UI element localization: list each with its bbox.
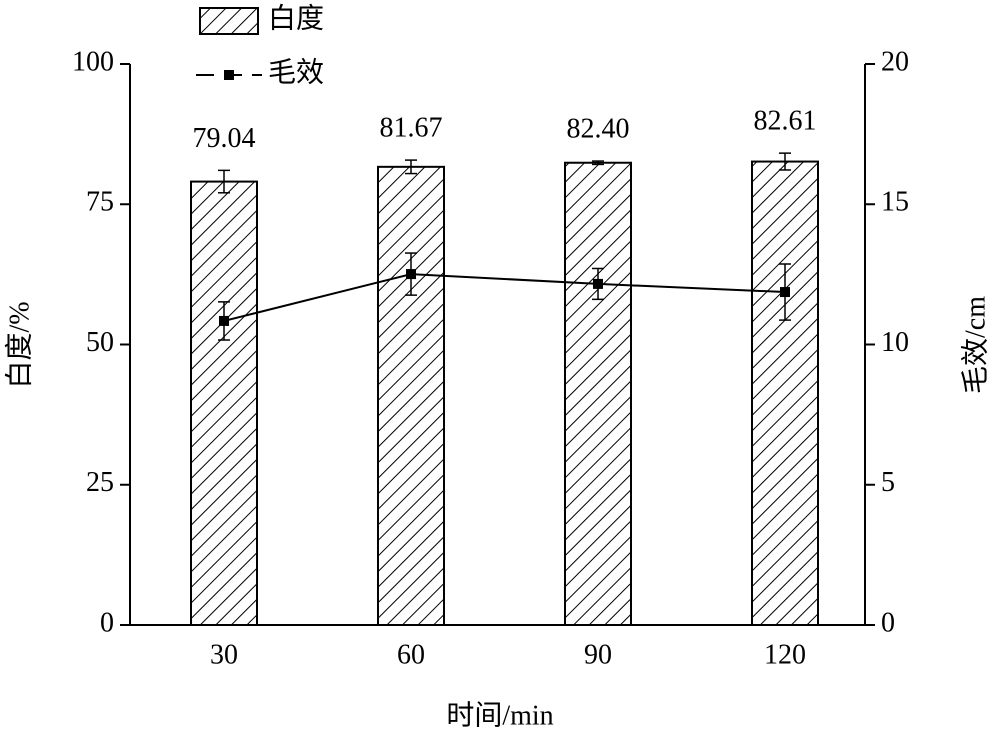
error-bar	[218, 169, 230, 194]
legend-label: 毛效	[268, 56, 324, 88]
y-tick-label: 25	[86, 467, 114, 498]
value-label: 82.40	[567, 113, 630, 144]
marker	[780, 287, 790, 298]
y-tick-label: 100	[72, 46, 114, 77]
bar	[564, 161, 632, 626]
y2-axis-title: 毛效/cm	[959, 296, 991, 394]
y-tick-label: 75	[86, 187, 114, 218]
error-bar	[592, 160, 604, 166]
value-label: 79.04	[193, 123, 256, 154]
y2-tick-label: 15	[881, 187, 909, 218]
bar	[377, 165, 445, 626]
line	[223, 273, 786, 322]
legend-swatch	[199, 7, 259, 35]
y2-tick-label: 10	[881, 327, 909, 358]
x-axis-title: 时间/min	[446, 699, 553, 731]
marker	[593, 278, 603, 289]
x-tick-label: 60	[397, 639, 425, 670]
y-tick-label: 50	[86, 327, 114, 358]
marker	[219, 315, 229, 326]
bar	[751, 160, 819, 627]
value-label: 81.67	[380, 113, 443, 144]
legend-label: 白度	[268, 2, 324, 34]
y2-tick-label: 5	[881, 467, 895, 498]
bar	[190, 180, 258, 626]
error-bar	[405, 159, 417, 175]
error-bar	[779, 152, 791, 171]
legend-swatch	[224, 70, 234, 80]
y2-tick-label: 0	[881, 607, 895, 638]
x-tick-label: 120	[764, 639, 806, 670]
x-tick-label: 90	[584, 639, 612, 670]
marker	[406, 269, 416, 280]
y2-tick-label: 20	[881, 46, 909, 77]
y-tick-label: 0	[100, 607, 114, 638]
x-tick-label: 30	[210, 639, 238, 670]
value-label: 82.61	[754, 106, 817, 137]
y-axis-title: 白度/%	[3, 301, 35, 388]
